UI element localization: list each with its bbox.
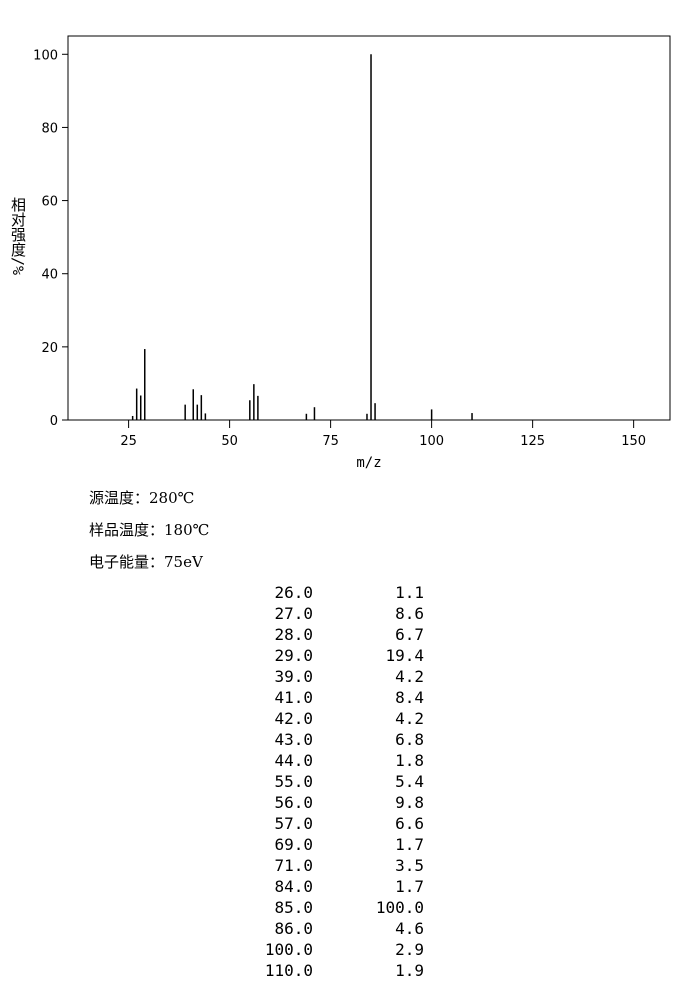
intensity-cell: 1.1 [395, 583, 424, 602]
mz-cell: 43.0 [274, 730, 313, 749]
y-tick-label: 0 [50, 414, 58, 429]
intensity-cell: 8.4 [395, 688, 424, 707]
y-axis-label: 相对强度/% [9, 197, 27, 275]
y-tick-label: 60 [41, 195, 58, 210]
intensity-cell: 6.7 [395, 625, 424, 644]
intensity-cell: 9.8 [395, 793, 424, 812]
x-tick-label: 75 [322, 434, 339, 449]
intensity-cell: 6.6 [395, 814, 424, 833]
intensity-cell: 6.8 [395, 730, 424, 749]
mz-cell: 55.0 [274, 772, 313, 791]
intensity-cell: 1.8 [395, 751, 424, 770]
y-tick-label: 100 [33, 48, 58, 63]
x-tick-label: 100 [419, 434, 444, 449]
mz-cell: 42.0 [274, 709, 313, 728]
intensity-cell: 4.6 [395, 919, 424, 938]
x-tick-label: 25 [120, 434, 137, 449]
mz-cell: 110.0 [265, 961, 313, 980]
intensity-cell: 2.9 [395, 940, 424, 959]
intensity-cell: 4.2 [395, 709, 424, 728]
intensity-cell: 4.2 [395, 667, 424, 686]
x-axis-label: m/z [356, 455, 381, 471]
mz-cell: 84.0 [274, 877, 313, 896]
intensity-cell: 1.9 [395, 961, 424, 980]
x-tick-label: 50 [221, 434, 238, 449]
mz-cell: 28.0 [274, 625, 313, 644]
y-tick-label: 80 [41, 121, 58, 136]
mz-cell: 27.0 [274, 604, 313, 623]
mz-cell: 57.0 [274, 814, 313, 833]
y-tick-label: 20 [41, 341, 58, 356]
intensity-cell: 3.5 [395, 856, 424, 875]
intensity-cell: 8.6 [395, 604, 424, 623]
mz-cell: 41.0 [274, 688, 313, 707]
intensity-cell: 1.7 [395, 835, 424, 854]
plot-frame [67, 35, 671, 421]
condition: 电子能量：75eV [89, 553, 204, 571]
x-tick-label: 150 [621, 434, 646, 449]
y-tick-label: 40 [41, 268, 58, 283]
intensity-cell: 1.7 [395, 877, 424, 896]
mz-cell: 39.0 [274, 667, 313, 686]
condition: 样品温度：180℃ [89, 521, 209, 539]
mz-cell: 69.0 [274, 835, 313, 854]
intensity-cell: 100.0 [376, 898, 424, 917]
mz-cell: 71.0 [274, 856, 313, 875]
intensity-cell: 5.4 [395, 772, 424, 791]
condition: 源温度：280℃ [89, 489, 194, 507]
mz-cell: 44.0 [274, 751, 313, 770]
mz-cell: 29.0 [274, 646, 313, 665]
intensity-cell: 19.4 [385, 646, 424, 665]
mz-cell: 26.0 [274, 583, 313, 602]
mz-cell: 100.0 [265, 940, 313, 959]
mz-cell: 56.0 [274, 793, 313, 812]
x-tick-label: 125 [520, 434, 545, 449]
mz-cell: 86.0 [274, 919, 313, 938]
mz-cell: 85.0 [274, 898, 313, 917]
